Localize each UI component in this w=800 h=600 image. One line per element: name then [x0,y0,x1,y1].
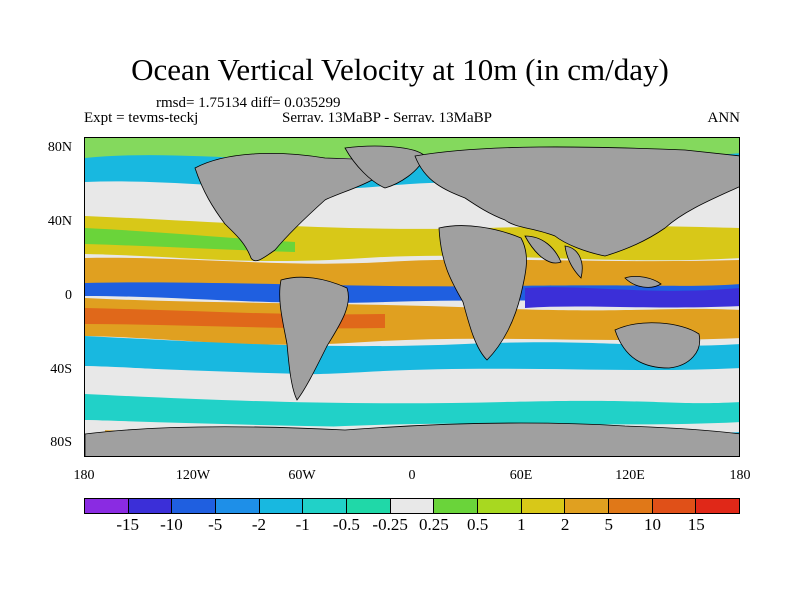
colorbar-swatch [652,499,697,513]
colorbar-swatch [216,499,260,513]
colorbar [84,498,740,514]
colorbar-label: 0.25 [418,515,449,534]
colorbar-label: -10 [160,515,183,534]
lat-label-40n: 40N [47,214,72,229]
colorbar-swatch [128,499,173,513]
lon-label-60e: 60E [509,468,533,483]
stats-label: rmsd= 1.75134 diff= 0.035299 [156,95,341,111]
land-indonesia [624,276,662,288]
land-africa [438,225,527,361]
colorbar-swatch [609,499,653,513]
experiment-label: Expt = tevms-teckj [84,110,199,126]
colorbar-swatch [172,499,217,513]
colorbar-swatch [390,499,435,513]
colorbar-swatch [478,499,522,513]
lon-label-60w: 60W [288,468,316,483]
colorbar-swatch [85,499,129,513]
land-north-america [194,153,387,262]
colorbar-label: 15 [687,515,705,534]
land-australia [614,322,701,369]
colorbar-swatch [434,499,479,513]
lon-label-120e: 120E [615,468,645,483]
colorbar-label: -0.25 [372,515,408,534]
map-panel [84,137,740,457]
lon-label-180e: 180 [729,468,751,483]
lat-label-80s: 80S [50,435,72,450]
land-eurasia [414,146,739,257]
lon-label-120w: 120W [175,468,211,483]
colorbar-swatch [259,499,304,513]
land-arabia [524,235,562,264]
lat-label-80n: 80N [47,140,72,155]
colorbar-swatch [565,499,610,513]
case-label: Serrav. 13MaBP - Serrav. 13MaBP [282,110,492,126]
colorbar-label: -0.5 [332,515,360,534]
colorbar-label: 2 [560,515,570,534]
land-masses [85,145,739,456]
colorbar-label: -5 [208,515,223,534]
land-antarctica [85,422,739,456]
season-label: ANN [707,110,741,126]
colorbar-label: 10 [644,515,662,534]
colorbar-swatch [347,499,391,513]
land-india [564,245,583,279]
colorbar-swatch [521,499,566,513]
colorbar-label: -15 [116,515,140,534]
colorbar-label: -2 [251,515,267,534]
colorbar-swatch [303,499,348,513]
map-svg [85,138,739,456]
lat-label-40s: 40S [50,362,72,377]
plot-title: Ocean Vertical Velocity at 10m (in cm/da… [131,52,669,87]
lat-label-0: 0 [65,288,72,303]
colorbar-label: 5 [604,515,614,534]
lon-label-0: 0 [408,468,416,483]
colorbar-swatch [696,499,740,513]
colorbar-label: 1 [517,515,526,534]
colorbar-label: 0.5 [466,515,489,534]
land-south-america [279,276,349,401]
land-greenland [344,145,426,189]
lon-label-180w: 180 [73,468,95,483]
colorbar-label: -1 [295,515,310,534]
